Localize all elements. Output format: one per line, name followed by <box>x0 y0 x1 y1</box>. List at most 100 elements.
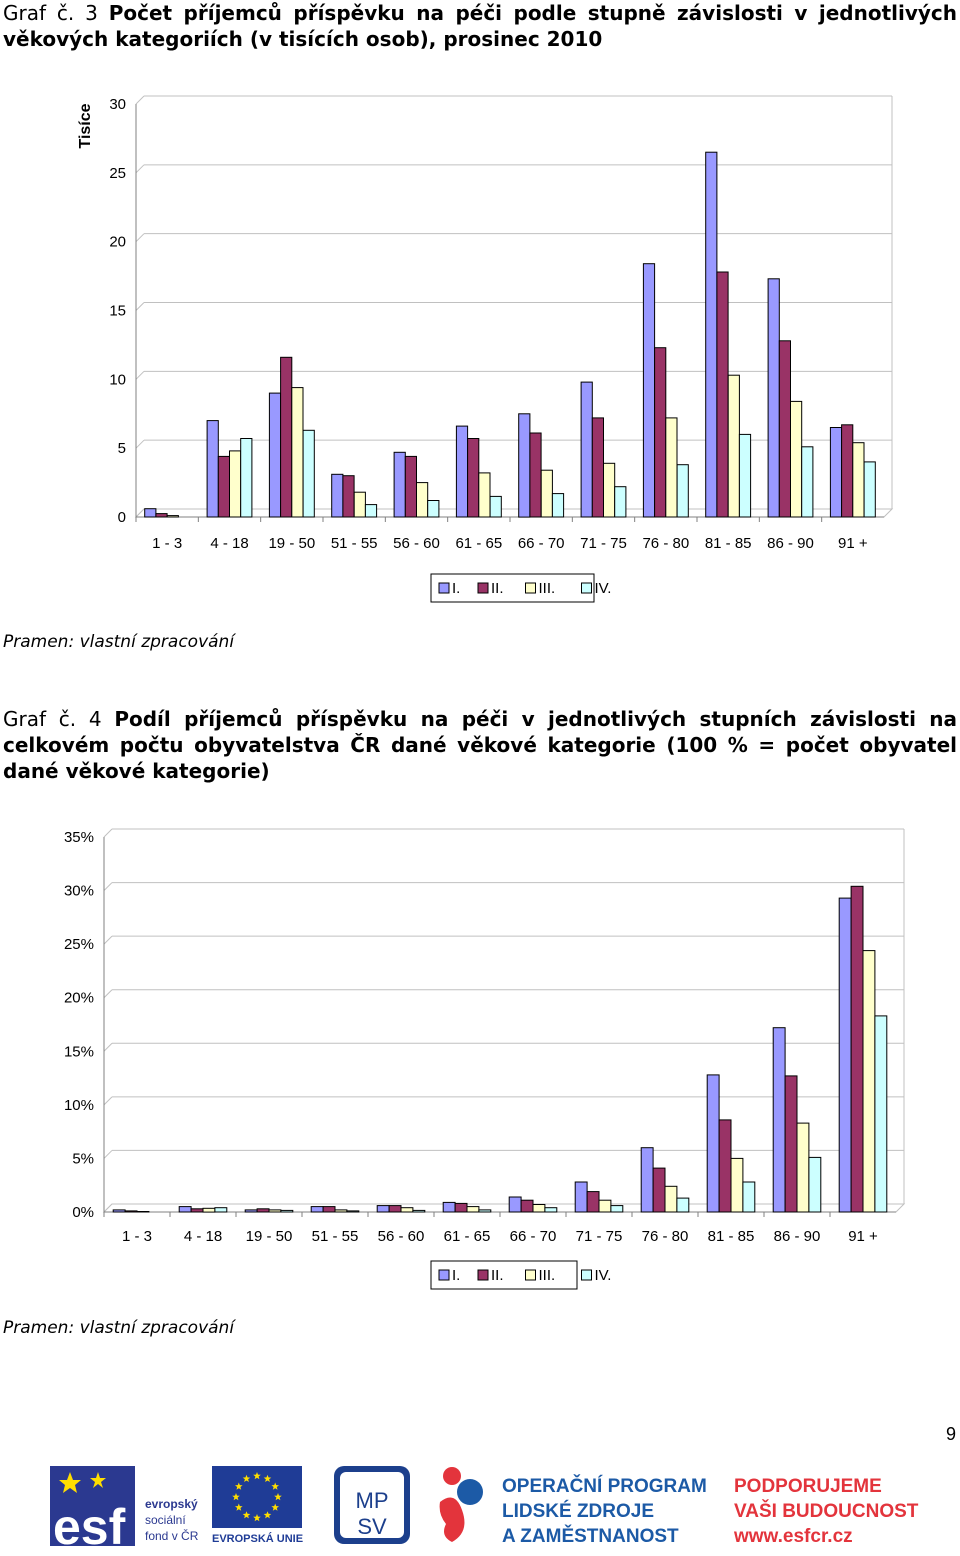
bar-chart2-series-2-cat-8 <box>586 1191 600 1213</box>
bar-chart1-series-1-cat-8 <box>580 381 593 518</box>
x-tick-label: 66 - 70 <box>510 1228 557 1245</box>
bar-chart2-series-1-cat-2 <box>178 1206 192 1213</box>
bar-chart1-series-4-cat-2 <box>240 438 253 518</box>
bar-chart2-series-1-cat-6 <box>442 1201 456 1213</box>
bar-chart1-series-3-cat-8 <box>603 462 616 518</box>
bar-chart2-series-4-cat-5 <box>412 1209 426 1213</box>
x-tick-label: 86 - 90 <box>767 535 814 552</box>
gridline-side <box>103 828 113 838</box>
bar-chart1-series-3-cat-5 <box>416 482 429 518</box>
y-tick-label: 15% <box>64 1043 94 1060</box>
x-tick-label: 1 - 3 <box>152 535 182 552</box>
eu-star <box>235 1482 243 1490</box>
bar-chart2-series-4-cat-4 <box>346 1210 360 1213</box>
legend-swatch-2 <box>477 1269 489 1281</box>
legend-box <box>430 573 595 603</box>
bar-chart2-series-4-cat-3 <box>280 1209 294 1213</box>
y-tick-label: 10 <box>109 371 126 388</box>
bar-chart2-series-1-cat-10 <box>706 1074 720 1213</box>
bar-chart2-series-1-cat-4 <box>310 1206 324 1213</box>
bar-chart2-series-4-cat-11 <box>808 1156 822 1213</box>
bar-chart1-series-1-cat-3 <box>268 392 282 518</box>
gridline-side <box>135 302 145 311</box>
eu-star <box>274 1493 282 1501</box>
bar-chart2-series-4-cat-6 <box>478 1209 492 1213</box>
bar-chart1-series-1-cat-7 <box>518 413 531 518</box>
bar-chart1-series-4-cat-6 <box>489 495 502 518</box>
bar-chart2-series-2-cat-11 <box>784 1075 798 1213</box>
program-text-2: LIDSKÉ ZDROJE <box>502 1500 654 1522</box>
legend-swatch-4 <box>581 1269 592 1281</box>
bar-chart1-series-2-cat-1 <box>155 513 168 518</box>
chart2-legend: I. II. III. IV. <box>430 1260 611 1290</box>
bar-chart2-series-4-cat-12 <box>874 1015 888 1213</box>
eu-star <box>271 1503 279 1511</box>
bar-chart2-series-3-cat-8 <box>598 1199 612 1213</box>
bar-chart2-series-4-cat-2 <box>214 1207 228 1213</box>
bar-chart2-series-4-cat-9 <box>676 1197 690 1213</box>
footer-logos: esf evropský sociální fond v ČR EVROPSKÁ… <box>0 1462 960 1555</box>
bar-chart2-series-3-cat-3 <box>268 1209 282 1213</box>
bar-chart1-series-2-cat-3 <box>280 356 293 518</box>
bar-chart1-series-3-cat-6 <box>478 472 491 518</box>
x-tick-label: 56 - 60 <box>393 535 440 552</box>
bar-chart1-series-1-cat-5 <box>393 451 406 518</box>
bar-chart1-series-2-cat-8 <box>591 417 604 518</box>
bar-chart2-series-1-cat-12 <box>838 897 852 1213</box>
bar-chart2-series-3-cat-1 <box>136 1211 150 1213</box>
bar-chart2-series-1-cat-9 <box>640 1147 654 1213</box>
legend-swatch-4 <box>581 582 592 594</box>
bar-chart2-series-2-cat-1 <box>124 1210 138 1213</box>
x-tick-label: 4 - 18 <box>210 535 248 552</box>
legend-swatch-3 <box>525 1269 536 1281</box>
x-tick-label: 91 + <box>848 1228 878 1245</box>
gridline-side <box>103 935 113 945</box>
bar-chart2-series-3-cat-2 <box>202 1207 216 1213</box>
bar-chart1-series-2-cat-9 <box>654 347 667 518</box>
mpsv-text: MP <box>356 1488 389 1513</box>
x-tick-label: 71 - 75 <box>580 535 627 552</box>
y-tick-label: 30 <box>109 96 126 113</box>
bar-chart1-series-1-cat-2 <box>206 420 219 518</box>
bar-chart1-series-2-cat-11 <box>778 340 791 518</box>
bar-chart2-series-3-cat-11 <box>796 1122 810 1213</box>
chart1-heading-title: Počet příjemců příspěvku na péči podle s… <box>3 1 958 51</box>
eu-star <box>242 1511 251 1519</box>
chart2-source: Pramen: vlastní zpracování <box>3 1318 235 1338</box>
bar-chart2-series-2-cat-2 <box>190 1208 204 1213</box>
esf-text-2: sociální <box>145 1513 186 1527</box>
bar-chart2-series-4-cat-8 <box>610 1205 624 1213</box>
x-tick-label: 66 - 70 <box>518 535 565 552</box>
y-tick-label: 25% <box>64 936 94 953</box>
gridline-side <box>135 370 145 380</box>
bar-chart2-series-4-cat-7 <box>544 1207 558 1213</box>
bar-chart1-series-3-cat-2 <box>229 450 242 518</box>
eu-text: EVROPSKÁ UNIE <box>212 1532 303 1545</box>
bar-chart2-series-3-cat-6 <box>466 1206 480 1213</box>
bar-chart2-series-1-cat-5 <box>376 1205 390 1213</box>
x-tick-label: 51 - 55 <box>312 1228 359 1245</box>
x-tick-label: 51 - 55 <box>331 535 378 552</box>
bar-chart1-series-4-cat-12 <box>863 461 876 518</box>
y-tick-label: 15 <box>109 303 126 320</box>
legend-label-4: IV. <box>595 580 612 597</box>
chart1-heading: Graf č. 3 Počet příjemců příspěvku na pé… <box>3 0 957 52</box>
x-tick-label: 19 - 50 <box>246 1228 293 1245</box>
chart1-legend: I. II. III. IV. <box>430 573 612 603</box>
bar-chart1-series-4-cat-3 <box>302 429 315 518</box>
y-tick-label: 20 <box>109 234 126 251</box>
y-tick-label: 0% <box>72 1204 94 1221</box>
bar-chart2-series-1-cat-1 <box>112 1209 126 1213</box>
legend-label-2: II. <box>491 1267 504 1284</box>
bar-chart2-series-3-cat-9 <box>664 1185 678 1213</box>
y-tick-label: 0 <box>118 509 126 526</box>
program-figure-icon <box>439 1467 483 1542</box>
y-tick-label: 30% <box>64 883 94 900</box>
program-text-3: A ZAMĚSTNANOST <box>502 1525 679 1547</box>
bar-chart1-series-1-cat-10 <box>705 151 718 518</box>
legend-swatch-1 <box>438 582 450 594</box>
bar-chart1-series-3-cat-10 <box>727 374 740 518</box>
x-tick-label: 81 - 85 <box>705 535 752 552</box>
y-tick-label: 35% <box>64 829 94 846</box>
bar-chart2-series-2-cat-10 <box>718 1119 732 1213</box>
